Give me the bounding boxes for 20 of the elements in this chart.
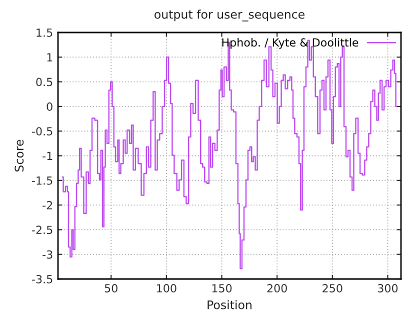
x-tick-label: 50 (104, 284, 118, 292)
y-tick-label: 1.5 (36, 28, 52, 37)
y-tick-label: 1 (47, 53, 52, 62)
y-tick-label: -2 (42, 201, 52, 210)
x-tick-label: 250 (322, 284, 342, 292)
y-tick-label: 0 (46, 102, 52, 111)
y-tick-label: -1 (42, 152, 52, 160)
chart-title: output for user_sequence (154, 10, 304, 22)
y-tick-label: -1.5 (32, 176, 52, 185)
x-tick-label: 200 (267, 284, 287, 292)
y-tick-label: -3.5 (32, 274, 52, 284)
y-tick-label: -0.5 (32, 127, 52, 136)
x-tick-label: 100 (157, 284, 176, 292)
y-axis-title: Score (14, 140, 24, 172)
x-axis-title: Position (208, 300, 252, 310)
y-tick-label: 0.5 (36, 78, 52, 86)
x-tick-label: 300 (378, 284, 398, 292)
y-tick-label: -3 (42, 250, 52, 259)
x-tick-label: 150 (212, 284, 232, 292)
y-tick-label: -2.5 (32, 226, 52, 234)
